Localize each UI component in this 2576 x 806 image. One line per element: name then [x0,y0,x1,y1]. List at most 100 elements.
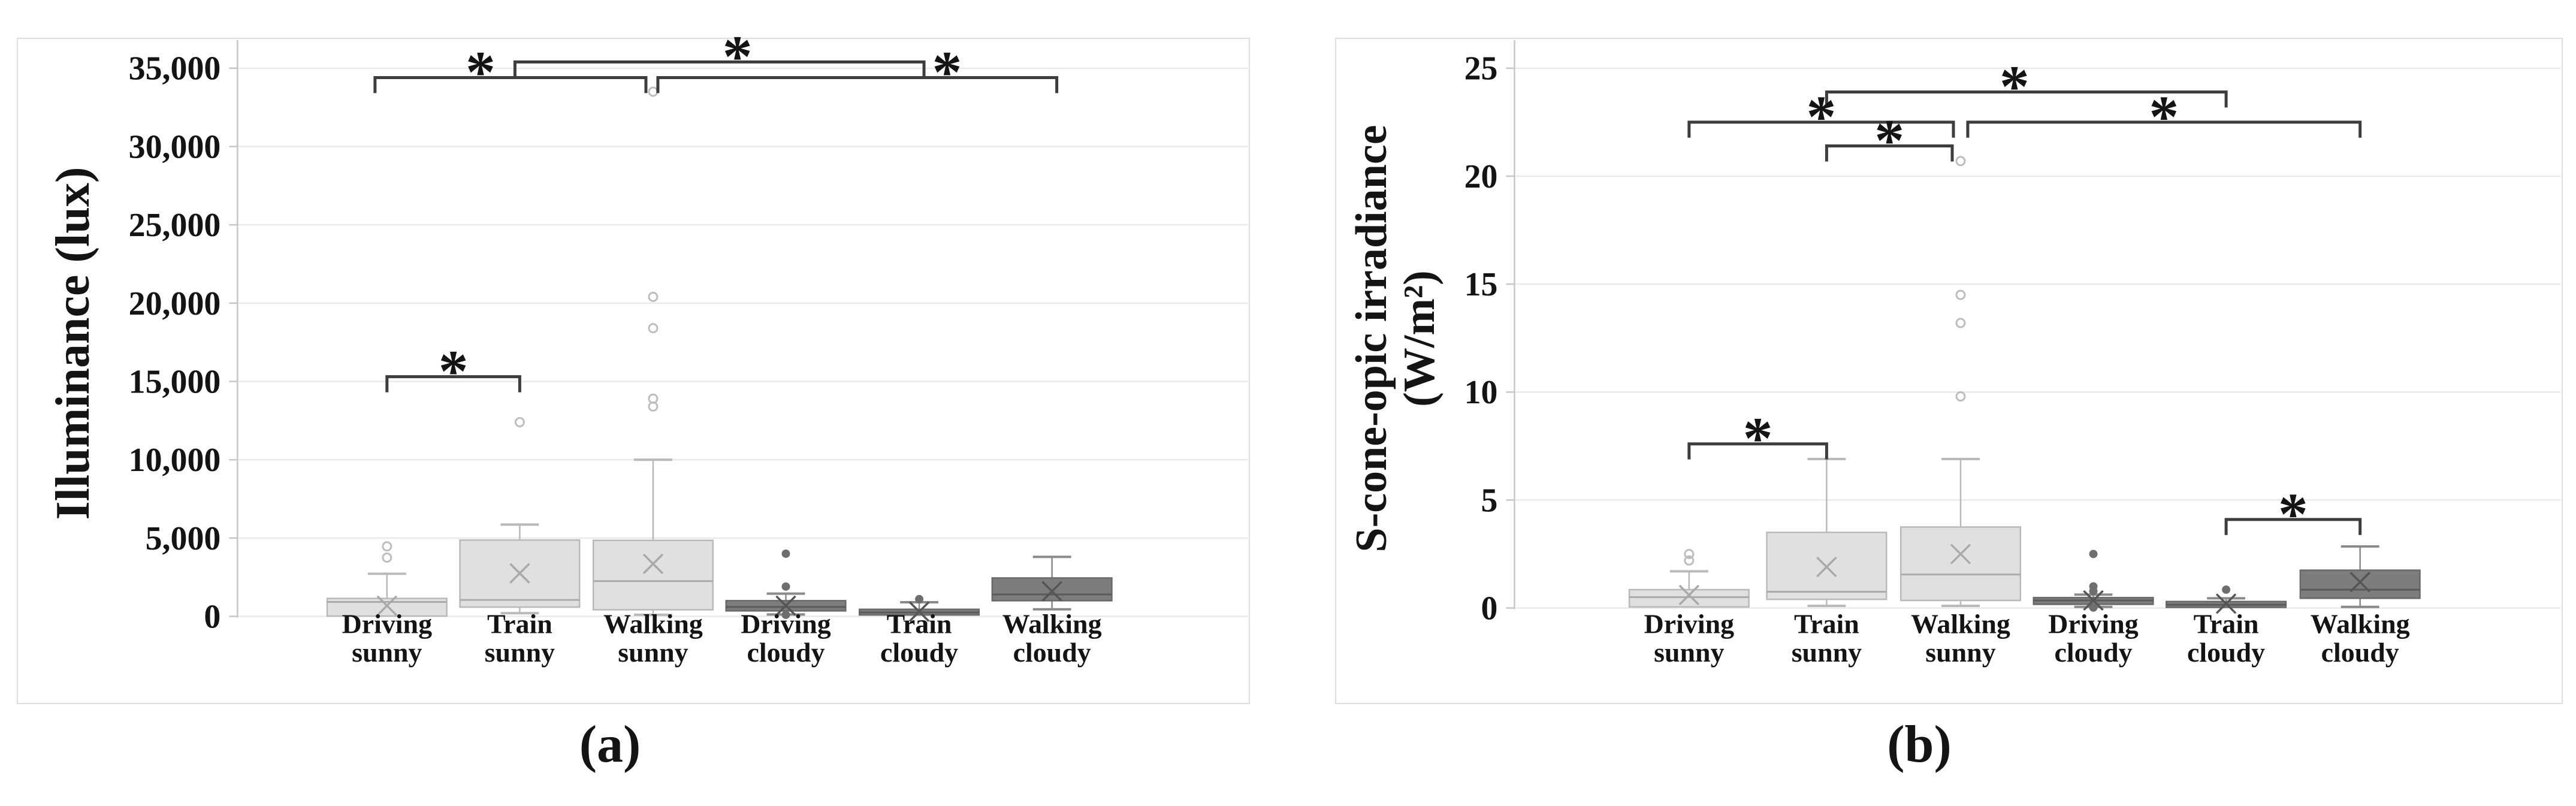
box-train-cloudy [859,594,980,622]
outlier-point [648,393,659,404]
significance-bracket [513,60,926,78]
significance-asterisk: * [723,23,753,89]
box-train-cloudy [2166,585,2287,614]
significance-asterisk: * [932,38,962,105]
significance-bracket [385,375,521,393]
outlier-point [915,594,924,603]
outlier-point [1955,289,1966,300]
mean-marker [908,601,930,622]
outlier-point [781,610,790,619]
y-tick-label: 5,000 [146,520,221,557]
mean-marker [2215,593,2237,614]
outlier-point [648,291,659,302]
iqr-box [991,577,1113,602]
category-label: Train [887,608,952,639]
subfigure-caption-b: (b) [1887,716,1952,774]
significance-asterisk: * [1806,83,1836,150]
mean-marker [2083,590,2104,611]
category-label: Driving [1644,608,1735,639]
outlier-point [2089,582,2098,591]
box-driving-sunny [326,541,448,617]
mean-marker [509,563,530,584]
outlier-point [382,553,392,563]
significance-asterisk: * [2000,53,2030,119]
mean-marker [376,595,398,616]
y-tick-label: 0 [204,598,221,635]
category-label: Driving [2048,608,2139,639]
category-label: Train [1794,608,1859,639]
box-driving-cloudy [2033,550,2154,612]
y-tick-label: 5 [1481,482,1498,519]
y-tick-label: 15,000 [129,363,221,400]
outlier-point [781,550,790,558]
category-label: sunny [1654,637,1724,668]
iqr-box [1899,526,2022,602]
subfigure-caption-a: (a) [579,716,641,774]
iqr-box [459,539,581,608]
iqr-box [2299,569,2421,599]
outlier-point [1684,549,1695,559]
significance-bracket [2224,518,2362,535]
category-label: sunny [352,637,422,668]
category-label: cloudy [880,637,958,668]
category-label: cloudy [2321,637,2399,668]
outlier-point [1684,555,1695,566]
y-tick-label: 0 [1481,590,1498,627]
box-walking-sunny [1899,156,2022,607]
category-label: cloudy [2054,637,2132,668]
category-label: cloudy [2187,637,2265,668]
box-walking-cloudy [991,556,1113,611]
y-tick-label: 35,000 [129,50,221,87]
category-label: sunny [618,637,688,668]
outlier-point [1955,391,1966,402]
y-tick-label: 15 [1464,266,1498,303]
significance-bracket [656,76,1059,93]
outlier-point [514,416,525,427]
category-label: Walking [2311,608,2410,639]
mean-marker [642,553,664,575]
y-tick-label: 25,000 [129,207,221,244]
significance-asterisk: * [466,38,496,105]
outlier-point [382,541,392,552]
outlier-point [1955,318,1966,328]
y-tick-label: 20 [1464,158,1498,195]
y-tick-label: 10 [1464,374,1498,411]
outlier-point [648,86,659,97]
significance-asterisk: * [1743,405,1773,472]
box-train-sunny [459,416,581,615]
category-label: cloudy [1013,637,1091,668]
iqr-box [1628,588,1750,608]
outlier-point [2089,550,2098,559]
category-label: cloudy [747,637,825,668]
mean-marker [1678,584,1700,606]
chart-panel-scone-irradiance: S-cone-opic irradiance (W/m²) 25 20 15 10 5 0… [1335,38,2563,704]
category-label: sunny [1792,637,1862,668]
significance-bracket [1825,90,2228,108]
box-driving-cloudy [725,550,847,619]
mean-marker [1041,581,1062,602]
y-tick-label: 25 [1464,50,1498,87]
y-tick-label: 10,000 [129,442,221,479]
category-label: sunny [1925,637,1995,668]
outlier-point [2222,585,2231,594]
chart-panel-illuminance: Illuminance (lux) 35,000 30,000 25,000 20,0… [17,23,1250,704]
significance-bracket [1687,442,1828,460]
category-label: Walking [1002,608,1102,639]
category-label: Train [487,608,552,639]
category-label: sunny [485,637,555,668]
significance-bracket [1966,120,2362,138]
mean-marker [1816,556,1837,578]
significance-asterisk: * [2149,83,2179,150]
mean-marker [1950,544,1971,564]
category-label: Train [2194,608,2259,639]
y-tick-label: 20,000 [129,285,221,322]
box-train-sunny [1766,457,1888,607]
outlier-point [648,323,659,334]
box-walking-sunny [592,86,714,616]
mean-marker [2349,572,2370,593]
significance-asterisk: * [1874,107,1904,174]
significance-asterisk: * [2278,481,2308,547]
category-label: Driving [342,608,433,639]
